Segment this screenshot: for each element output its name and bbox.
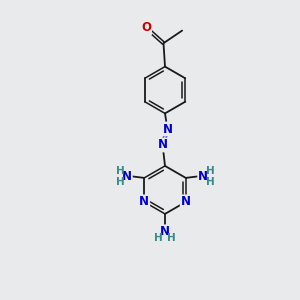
Text: N: N bbox=[139, 195, 149, 208]
Text: N: N bbox=[162, 122, 172, 136]
Text: H: H bbox=[206, 177, 214, 187]
Text: N: N bbox=[158, 138, 168, 152]
Text: H: H bbox=[116, 177, 124, 187]
Text: H: H bbox=[116, 166, 124, 176]
Text: H: H bbox=[167, 233, 176, 243]
Text: N: N bbox=[181, 195, 191, 208]
Text: N: N bbox=[198, 170, 208, 183]
Text: H: H bbox=[206, 166, 214, 176]
Text: H: H bbox=[154, 233, 163, 243]
Text: N: N bbox=[160, 225, 170, 239]
Text: O: O bbox=[141, 21, 151, 34]
Text: N: N bbox=[122, 170, 132, 183]
